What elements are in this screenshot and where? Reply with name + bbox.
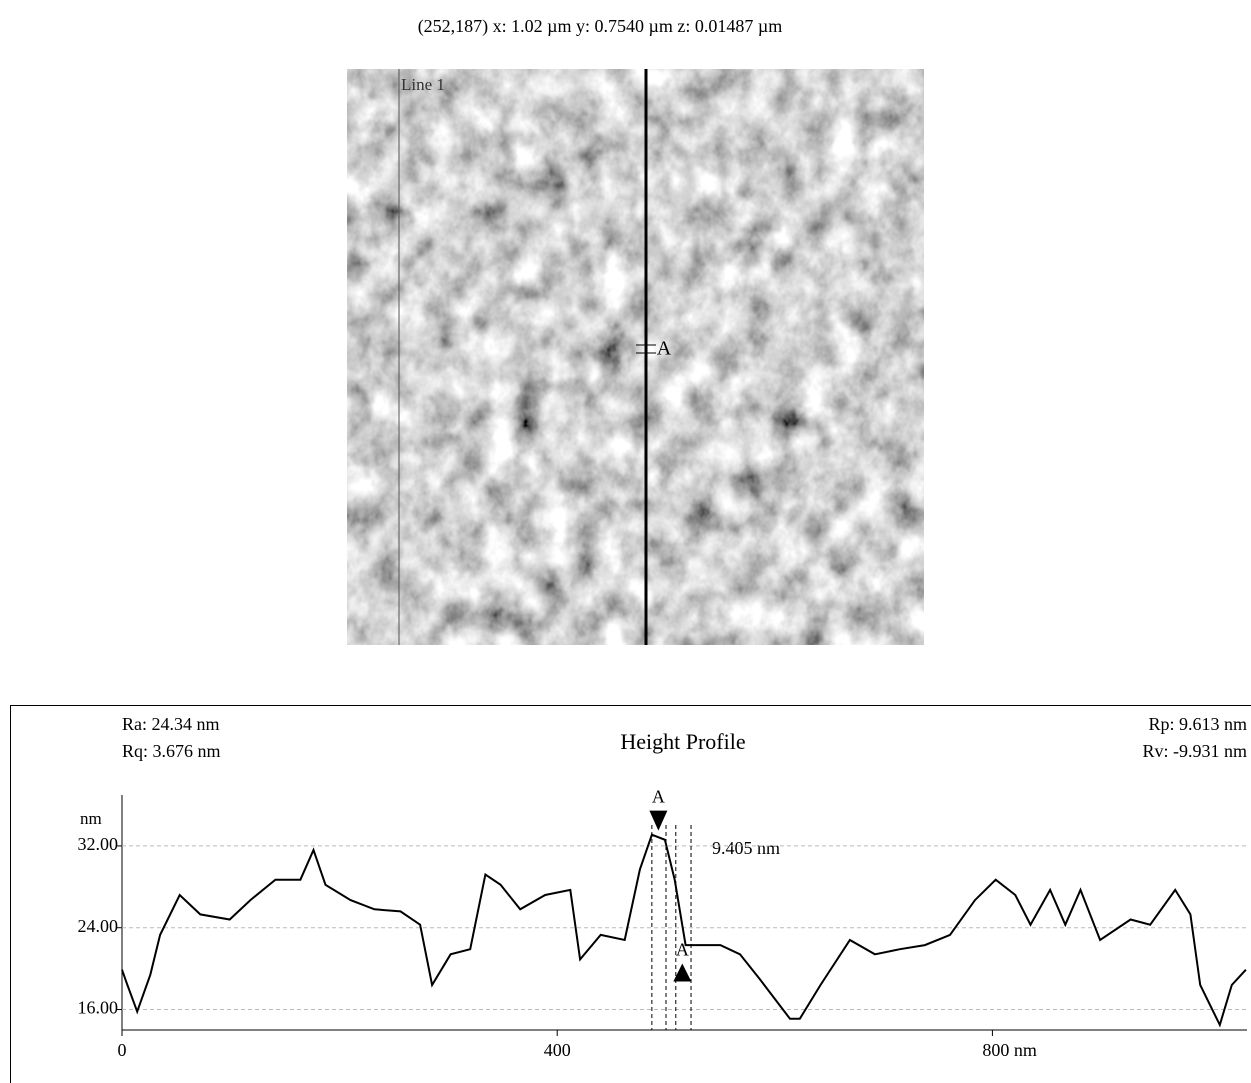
line-label: Line 1: [401, 75, 445, 94]
y-tick-label: 16.00: [78, 998, 119, 1018]
readout: (252,187) x: 1.02 µm y: 0.7540 µm z: 0.0…: [418, 16, 783, 37]
profile-chart: Ra: 24.34 nm Rq: 3.676 nm Rp: 9.613 nm R…: [78, 714, 1248, 1060]
cursor-label: A: [657, 338, 672, 360]
x-tick-label: 800 nm: [982, 1040, 1037, 1060]
profile-frame: [11, 706, 1251, 1083]
cursor-label: A: [652, 787, 665, 807]
height-map: [347, 69, 924, 645]
annotation: 9.405 nm: [712, 838, 780, 858]
y-tick-label: 24.00: [78, 916, 119, 936]
screen: (252,187) x: 1.02 µm y: 0.7540 µm z: 0.0…: [0, 0, 1251, 1083]
profile-line: [122, 835, 1246, 1025]
x-tick-label: 400: [544, 1040, 571, 1060]
y-tick-label: 32.00: [78, 834, 119, 854]
stat-rp: Rp: 9.613 nm: [1148, 714, 1247, 734]
stat-rv: Rv: -9.931 nm: [1142, 741, 1247, 761]
afm-image: Line 1 A: [347, 69, 924, 645]
x-tick-label: 0: [118, 1040, 127, 1060]
chart-title: Height Profile: [620, 729, 745, 754]
y-axis-label: nm: [80, 809, 102, 828]
stat-rq: Rq: 3.676 nm: [122, 741, 221, 761]
stat-ra: Ra: 24.34 nm: [122, 714, 220, 734]
cursor-label: A: [676, 940, 689, 960]
